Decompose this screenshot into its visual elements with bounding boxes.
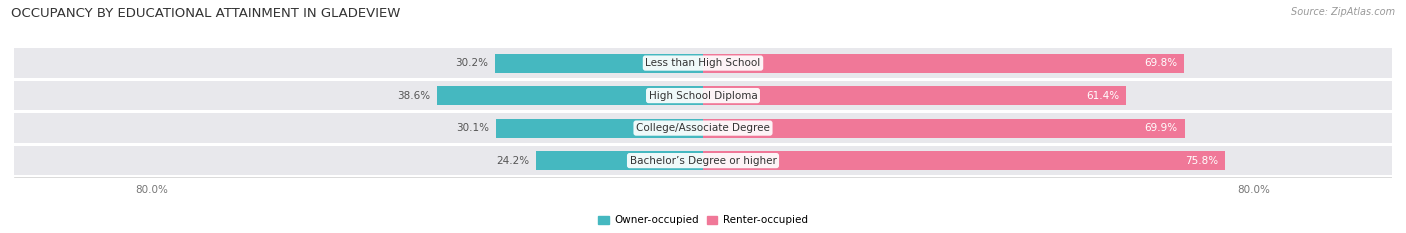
Bar [496, 119, 703, 137]
Bar [495, 54, 703, 72]
Text: OCCUPANCY BY EDUCATIONAL ATTAINMENT IN GLADEVIEW: OCCUPANCY BY EDUCATIONAL ATTAINMENT IN G… [11, 7, 401, 20]
Text: 38.6%: 38.6% [396, 91, 430, 101]
Bar [14, 48, 1392, 78]
Text: High School Diploma: High School Diploma [648, 91, 758, 101]
Text: Bachelor’s Degree or higher: Bachelor’s Degree or higher [630, 156, 776, 166]
Text: 30.1%: 30.1% [456, 123, 489, 133]
Text: 69.9%: 69.9% [1144, 123, 1178, 133]
Text: 24.2%: 24.2% [496, 156, 530, 166]
Bar [437, 86, 703, 105]
Bar [14, 146, 1392, 175]
Bar [14, 113, 1392, 143]
Bar [14, 81, 1392, 110]
Text: 61.4%: 61.4% [1085, 91, 1119, 101]
Legend: Owner-occupied, Renter-occupied: Owner-occupied, Renter-occupied [595, 211, 811, 230]
Text: College/Associate Degree: College/Associate Degree [636, 123, 770, 133]
Bar [536, 151, 703, 170]
Bar [703, 54, 1184, 72]
Text: 30.2%: 30.2% [456, 58, 488, 68]
Text: 69.8%: 69.8% [1144, 58, 1177, 68]
Bar [703, 151, 1225, 170]
Bar [703, 86, 1126, 105]
Bar [703, 119, 1185, 137]
Text: 75.8%: 75.8% [1185, 156, 1219, 166]
Text: Less than High School: Less than High School [645, 58, 761, 68]
Text: Source: ZipAtlas.com: Source: ZipAtlas.com [1291, 7, 1395, 17]
